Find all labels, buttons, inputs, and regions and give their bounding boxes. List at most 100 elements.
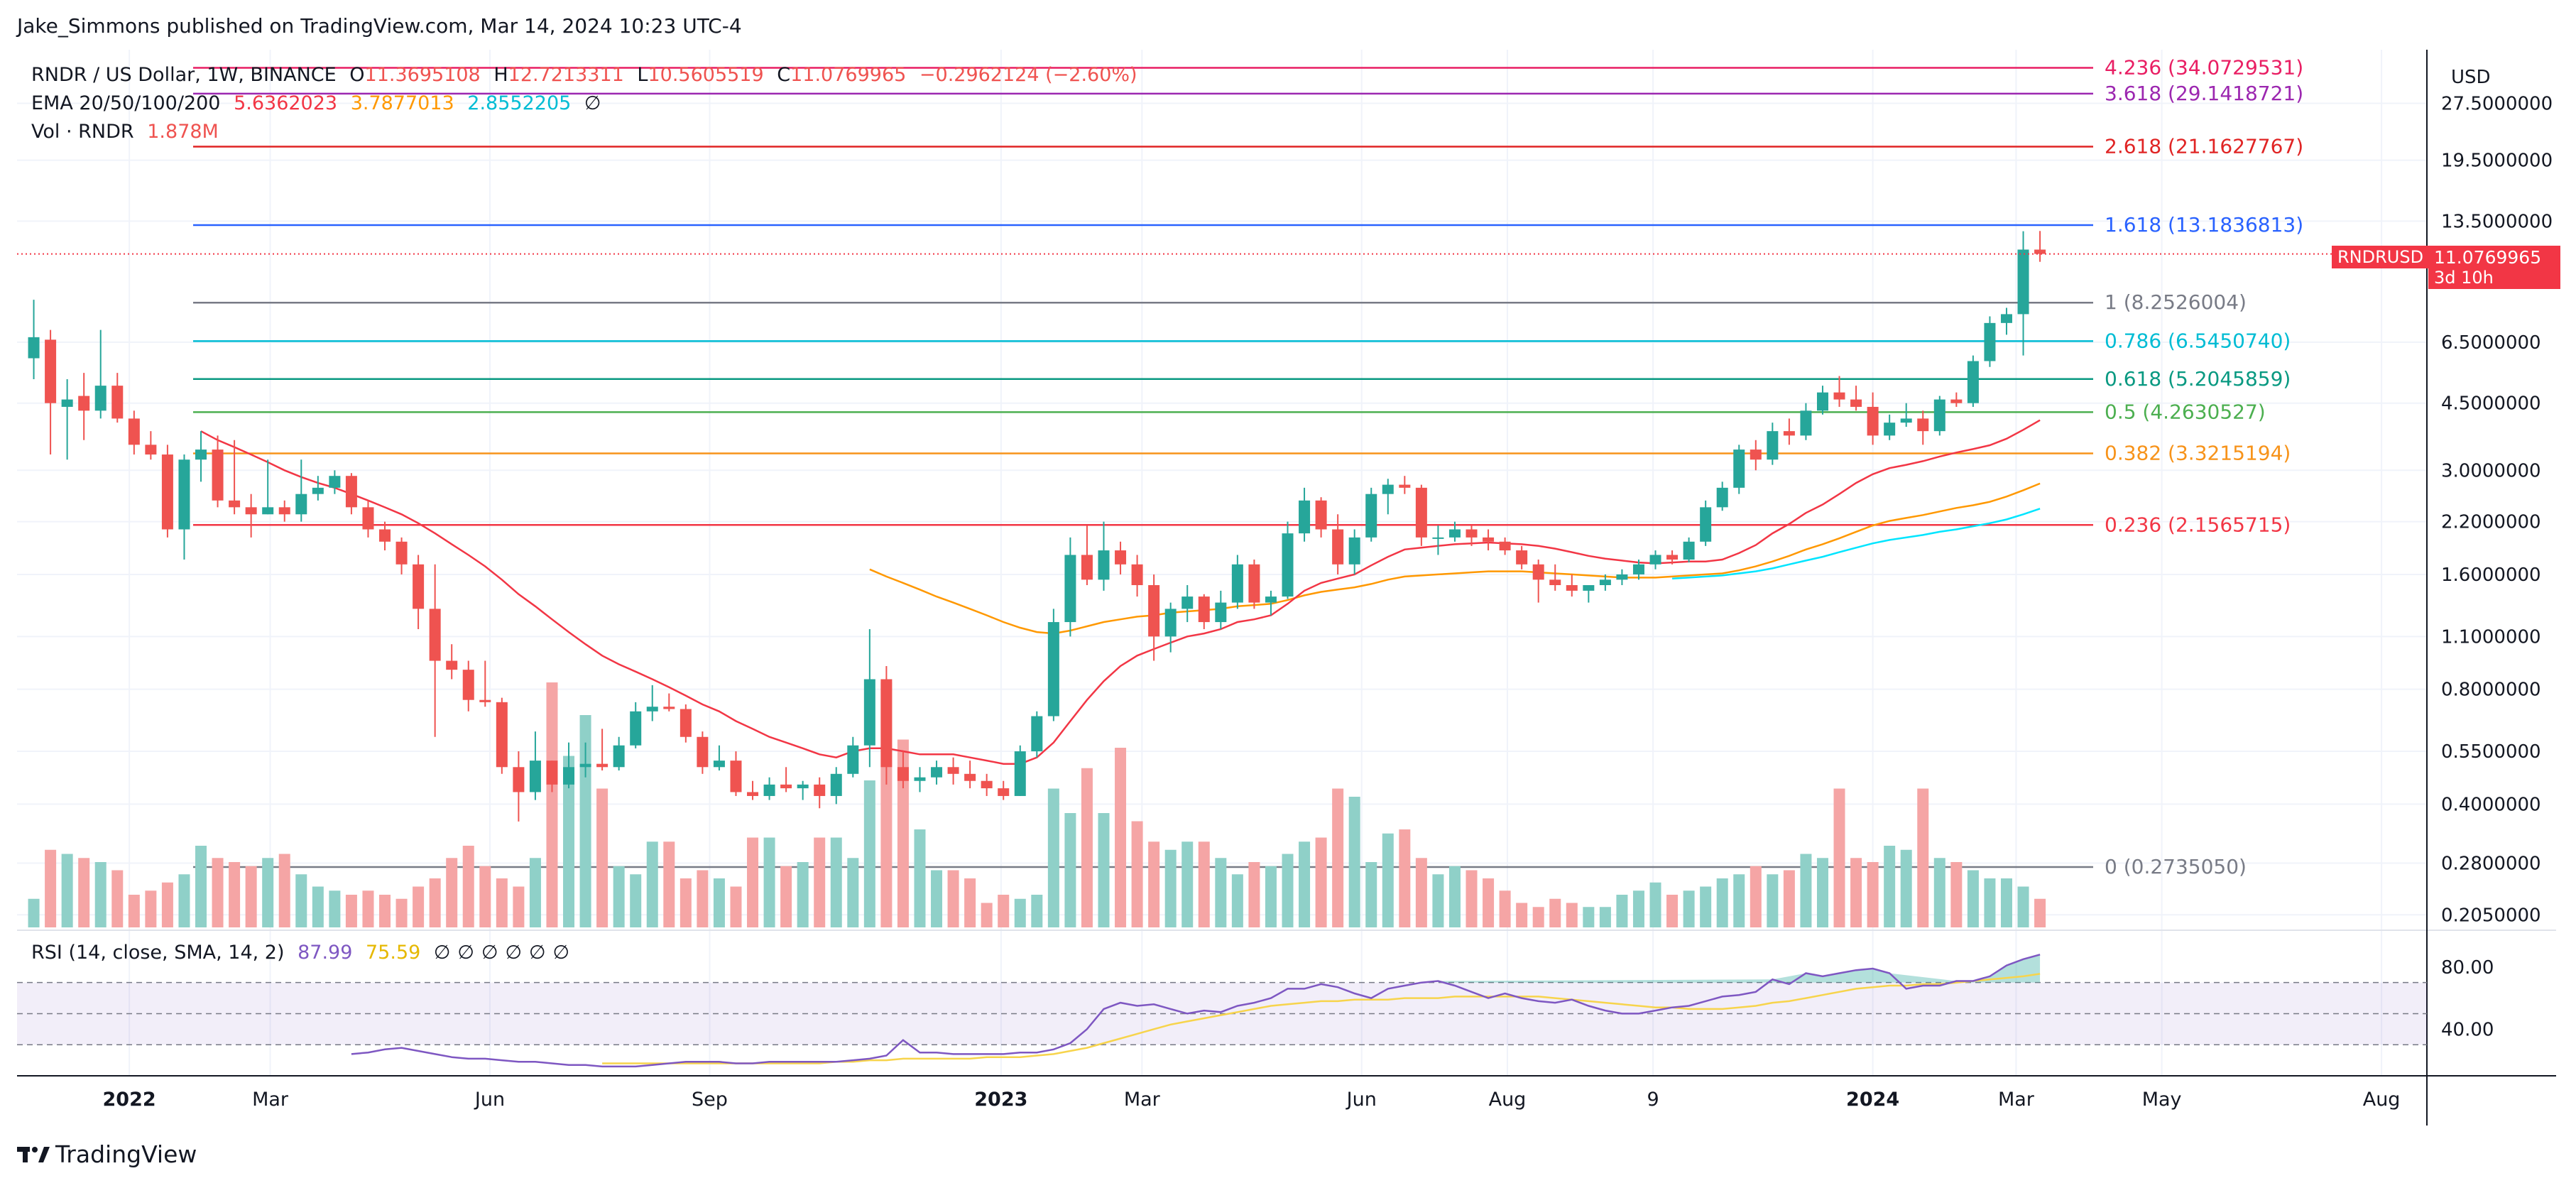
candle bbox=[462, 660, 474, 712]
volume-bar bbox=[1683, 890, 1695, 927]
candle-body bbox=[1131, 564, 1143, 585]
candle-body bbox=[78, 396, 90, 411]
candle-body bbox=[1315, 500, 1327, 530]
candle-body bbox=[1282, 533, 1294, 597]
currency-label[interactable]: USD bbox=[2451, 67, 2491, 88]
tradingview-logo[interactable]: TradingView bbox=[17, 1140, 197, 1168]
ema50-value: 3.7877013 bbox=[350, 92, 454, 114]
volume-bar bbox=[1115, 748, 1127, 927]
candle bbox=[546, 761, 558, 792]
volume-bar bbox=[1483, 878, 1495, 927]
tradingview-icon bbox=[17, 1146, 50, 1162]
volume-bar bbox=[814, 837, 826, 927]
candle bbox=[2017, 231, 2029, 356]
candle-body bbox=[1950, 399, 1963, 403]
rsi-label[interactable]: RSI (14, close, SMA, 14, 2) bbox=[31, 942, 285, 964]
ohlc-legend: RNDR / US Dollar, 1W, BINANCE O11.369510… bbox=[31, 64, 1137, 86]
volume-bar bbox=[161, 882, 173, 927]
candle bbox=[195, 431, 207, 482]
candle-body bbox=[1466, 529, 1478, 538]
candle bbox=[1816, 386, 1828, 415]
volume-bar bbox=[529, 858, 541, 927]
candle bbox=[1148, 574, 1160, 661]
volume-bar bbox=[596, 788, 608, 927]
candle bbox=[1483, 529, 1495, 551]
candle bbox=[496, 697, 508, 774]
volume-bar bbox=[446, 858, 458, 927]
candle bbox=[2034, 231, 2046, 262]
volume-bar bbox=[1950, 862, 1963, 927]
candle-body bbox=[1566, 584, 1578, 591]
volume-bar bbox=[245, 866, 257, 927]
volume-bar bbox=[680, 878, 692, 927]
volume-bar bbox=[362, 890, 374, 927]
volume-bar bbox=[1984, 878, 1996, 927]
candle bbox=[730, 751, 742, 796]
candle-body bbox=[1516, 550, 1528, 565]
price-axis-tick: 0.2800000 bbox=[2441, 854, 2541, 875]
candle-body bbox=[61, 399, 73, 407]
volume-bar bbox=[94, 862, 107, 927]
candle bbox=[579, 742, 591, 778]
candle-body bbox=[646, 707, 658, 712]
volume-bar bbox=[847, 858, 859, 927]
candle-body bbox=[1933, 399, 1945, 432]
candle-body bbox=[496, 702, 508, 768]
vol-label[interactable]: Vol · RNDR bbox=[31, 121, 134, 143]
volume-bar bbox=[312, 886, 324, 927]
volume-bar bbox=[1448, 866, 1461, 927]
candle-body bbox=[1549, 579, 1561, 585]
time-axis-tick: 2022 bbox=[103, 1089, 156, 1111]
candle bbox=[1683, 537, 1695, 563]
candle bbox=[1984, 316, 1996, 367]
volume-bar bbox=[229, 862, 241, 927]
volume-bar bbox=[747, 837, 759, 927]
volume-bar bbox=[981, 903, 993, 927]
candle bbox=[763, 777, 775, 800]
candle-body bbox=[613, 745, 625, 768]
candle-body bbox=[1098, 550, 1110, 580]
time-axis-tick: Aug bbox=[1489, 1089, 1527, 1111]
candle-body bbox=[546, 761, 558, 785]
candle-body bbox=[1483, 537, 1495, 542]
time-axis-tick: Mar bbox=[252, 1089, 289, 1111]
volume-bar bbox=[78, 858, 90, 927]
candle-body bbox=[880, 679, 893, 768]
candle-body bbox=[1884, 423, 1896, 436]
volume-bar bbox=[1131, 821, 1143, 927]
volume-bar bbox=[2017, 886, 2029, 927]
time-axis-tick: Aug bbox=[2363, 1089, 2401, 1111]
ema20-line bbox=[200, 419, 2041, 765]
volume-bar bbox=[1299, 841, 1311, 927]
candle-body bbox=[395, 541, 408, 565]
candle bbox=[1014, 745, 1026, 796]
candle bbox=[1315, 497, 1327, 538]
brand-name: TradingView bbox=[55, 1140, 197, 1168]
candle-body bbox=[128, 418, 140, 445]
candle bbox=[1215, 590, 1227, 629]
volume-bar bbox=[1014, 898, 1026, 927]
volume-bar bbox=[1432, 874, 1444, 927]
volume-bar bbox=[2000, 878, 2012, 927]
candle bbox=[964, 761, 976, 789]
volume-bar bbox=[479, 866, 491, 927]
candle-body bbox=[1783, 431, 1795, 436]
low-value: 10.5605519 bbox=[648, 64, 764, 86]
candle-body bbox=[1816, 392, 1828, 411]
volume-bar bbox=[1532, 907, 1544, 927]
candle-body bbox=[697, 736, 709, 768]
symbol-label[interactable]: RNDR / US Dollar, 1W, BINANCE bbox=[31, 64, 337, 86]
ema20-value: 5.6362023 bbox=[234, 92, 338, 114]
candle bbox=[1064, 537, 1076, 637]
ema-label[interactable]: EMA 20/50/100/200 bbox=[31, 92, 221, 114]
candle bbox=[596, 729, 608, 770]
volume-bar bbox=[947, 870, 959, 927]
candle bbox=[61, 378, 73, 460]
volume-bar bbox=[780, 866, 792, 927]
volume-bar bbox=[1415, 858, 1427, 927]
candle bbox=[931, 761, 943, 785]
candle-body bbox=[1382, 484, 1394, 494]
candle bbox=[1516, 545, 1528, 570]
volume-bar bbox=[1833, 788, 1845, 927]
